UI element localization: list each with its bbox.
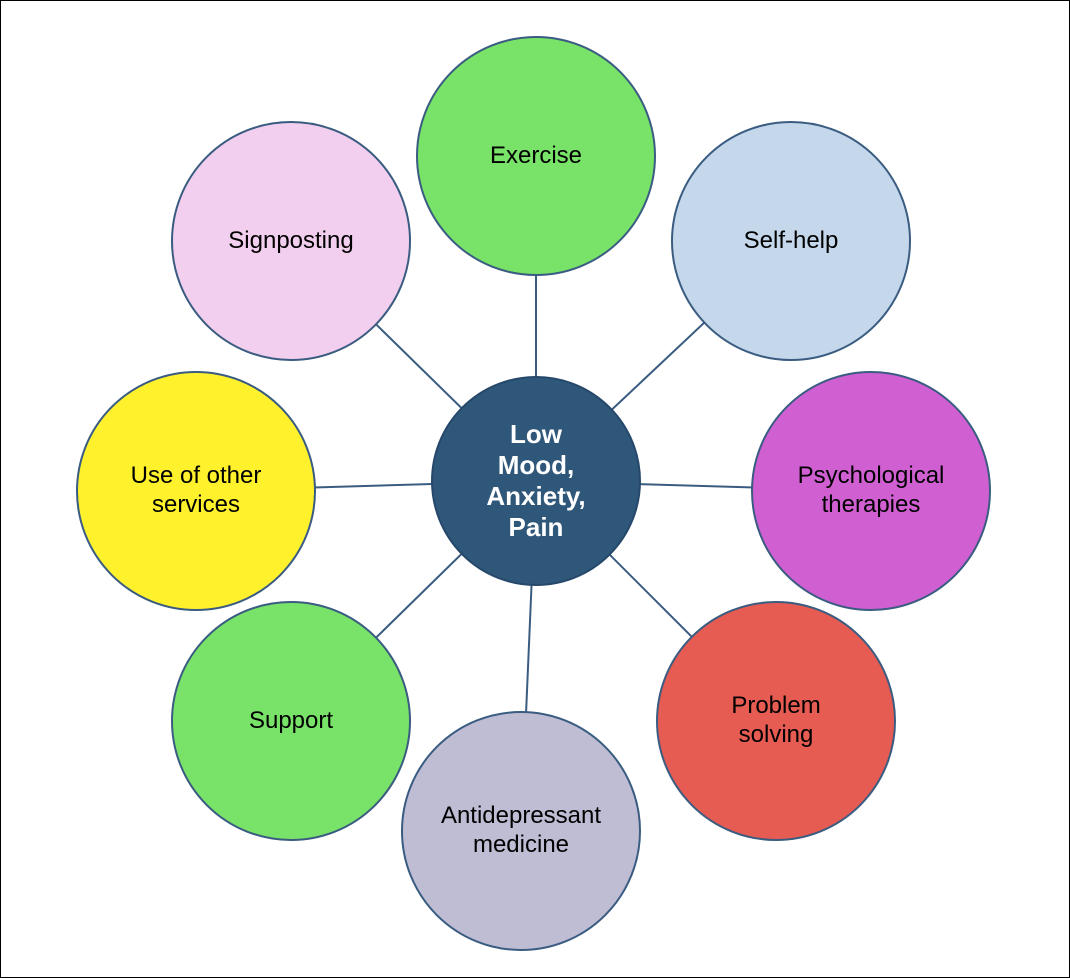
outer-node-antidep: Antidepressant medicine [401, 711, 641, 951]
diagram-frame: Exercise Self-help Psychological therapies… [0, 0, 1070, 978]
node-label-exercise: Exercise [490, 142, 582, 171]
center-label: Low Mood, Anxiety, Pain [486, 419, 585, 544]
outer-node-exercise: Exercise [416, 36, 656, 276]
outer-node-problem: Problem solving [656, 601, 896, 841]
outer-node-selfhelp: Self-help [671, 121, 911, 361]
outer-node-signposting: Signposting [171, 121, 411, 361]
node-label-signposting: Signposting [228, 227, 353, 256]
node-label-support: Support [249, 707, 333, 736]
node-label-services: Use of other services [131, 462, 262, 520]
center-node: Low Mood, Anxiety, Pain [431, 376, 641, 586]
node-label-selfhelp: Self-help [744, 227, 839, 256]
node-label-problem: Problem solving [731, 692, 820, 750]
outer-node-services: Use of other services [76, 371, 316, 611]
node-label-psych: Psychological therapies [798, 462, 945, 520]
outer-node-support: Support [171, 601, 411, 841]
node-label-antidep: Antidepressant medicine [441, 802, 601, 860]
outer-node-psych: Psychological therapies [751, 371, 991, 611]
